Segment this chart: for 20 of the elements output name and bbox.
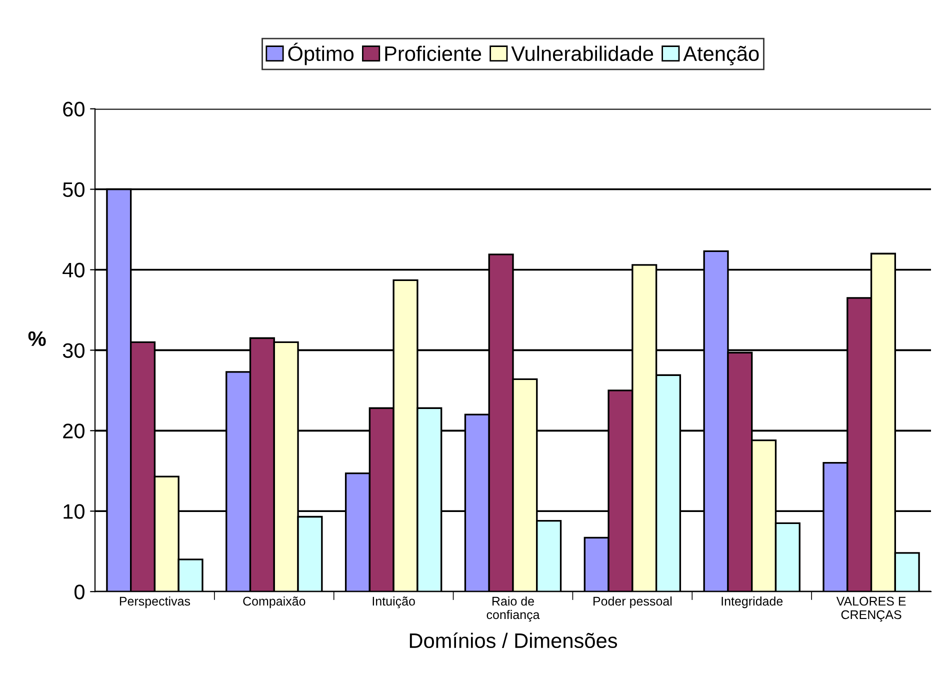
legend-label: Vulnerabilidade xyxy=(511,46,654,62)
x-tick-label: Intuição xyxy=(372,596,415,608)
y-tick-label: 20 xyxy=(63,424,84,438)
y-tick-label: 40 xyxy=(62,262,84,278)
x-tick-label: VALORES E CRENÇAS xyxy=(836,596,906,622)
x-axis-title: Domínios / Dimensões xyxy=(410,632,618,648)
y-tick-label: 60 xyxy=(63,102,84,117)
x-tick-label: Compaixão xyxy=(243,596,306,608)
y-tick-label: 10 xyxy=(64,504,84,519)
legend-label: Atenção xyxy=(683,46,759,66)
x-tick-label: Perspectivas xyxy=(120,596,190,608)
x-tick-label: Raio de confiança xyxy=(486,596,540,622)
x-tick-label: Integridade xyxy=(722,596,783,608)
y-tick-label: 50 xyxy=(62,182,84,198)
legend-label: Proficiente xyxy=(385,46,482,62)
x-tick-label: Poder pessoal xyxy=(594,596,672,608)
legend-label: Óptimo xyxy=(288,42,354,66)
y-tick-label: 0 xyxy=(74,584,84,600)
y-tick-label: 30 xyxy=(62,343,84,358)
y-axis-title: % xyxy=(28,331,46,346)
